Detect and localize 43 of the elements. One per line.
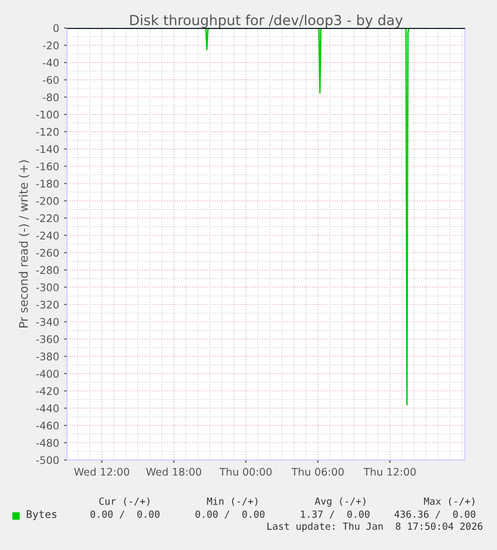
y-tick-label: -220	[36, 214, 59, 222]
y-tick-label: -40	[42, 58, 59, 67]
text: Max (-/+)	[424, 497, 474, 506]
text: Cur (-/+)	[99, 497, 150, 506]
y-tick-label: -440	[36, 404, 59, 412]
chart-title: Disk throughput for /dev/loop3 - by day	[130, 14, 403, 28]
y-tick-label: -160	[36, 162, 59, 170]
y-tick-label: -120	[36, 128, 59, 136]
y-tick-label: -180	[36, 180, 59, 188]
y-tick-label: -60	[42, 76, 59, 84]
x-tick-label: Wed 18:00	[146, 468, 202, 476]
y-tick-label: -280	[36, 266, 59, 274]
y-tick-label: -80	[42, 93, 59, 102]
y-tick-label: -20	[42, 42, 59, 50]
x-tick-label: Wed 12:00	[74, 468, 130, 476]
y-tick-label: -140	[36, 145, 59, 154]
y-tick-label: -300	[36, 283, 59, 292]
y-tick-label: -460	[36, 422, 59, 430]
y-tick-label: -480	[36, 438, 59, 447]
x-tick-label: Thu 00:00	[219, 468, 272, 476]
text: Avg (-/+)	[314, 497, 366, 507]
y-tick-label: -200	[36, 197, 59, 205]
text: 0.00 / 0.00	[196, 510, 264, 519]
y-tick-label: 0	[53, 24, 59, 32]
y-tick-label: -260	[36, 248, 59, 257]
y-tick-label: -320	[36, 300, 59, 309]
y-tick-label: -240	[36, 232, 59, 240]
text: 0.00 / 0.00	[90, 510, 160, 519]
y-tick-label: -360	[36, 335, 59, 344]
y-tick-label: -420	[36, 387, 59, 395]
x-tick-label: Thu 06:00	[291, 468, 344, 476]
text: Min (-/+)	[207, 497, 258, 506]
y-tick-label: -100	[36, 110, 59, 119]
y-tick-label: -380	[36, 352, 59, 360]
x-tick-label: Thu 12:00	[363, 468, 416, 476]
legend-label: Bytes	[26, 510, 56, 520]
text: Last update: Thu Jan 8 17:50:04 2026	[267, 522, 482, 532]
y-tick-label: -340	[36, 318, 59, 326]
y-tick-label: -400	[36, 370, 59, 378]
y-tick-label: -500	[36, 456, 59, 464]
text: 1.37 / 0.00	[301, 510, 370, 519]
y-axis-title: Pr second read (-) / write (+)	[18, 160, 30, 328]
text: 436.36 / 0.00	[394, 510, 476, 519]
